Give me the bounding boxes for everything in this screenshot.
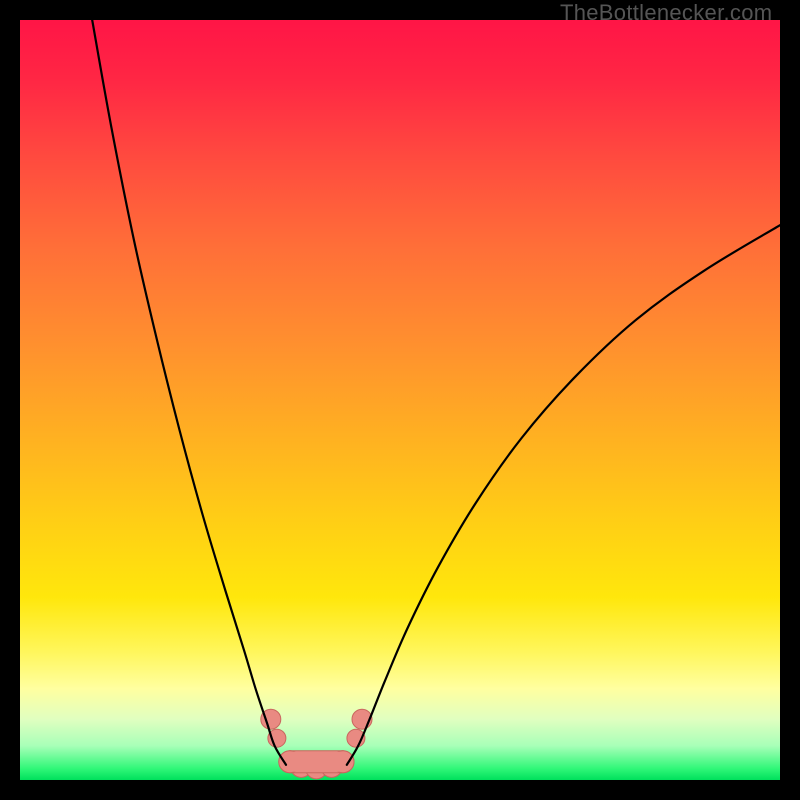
frame-right [780, 0, 800, 800]
plot-svg [0, 0, 800, 800]
gradient-background [20, 20, 780, 780]
frame-left [0, 0, 20, 800]
watermark-text: TheBottlenecker.com [560, 0, 772, 26]
frame-bottom [0, 780, 800, 800]
